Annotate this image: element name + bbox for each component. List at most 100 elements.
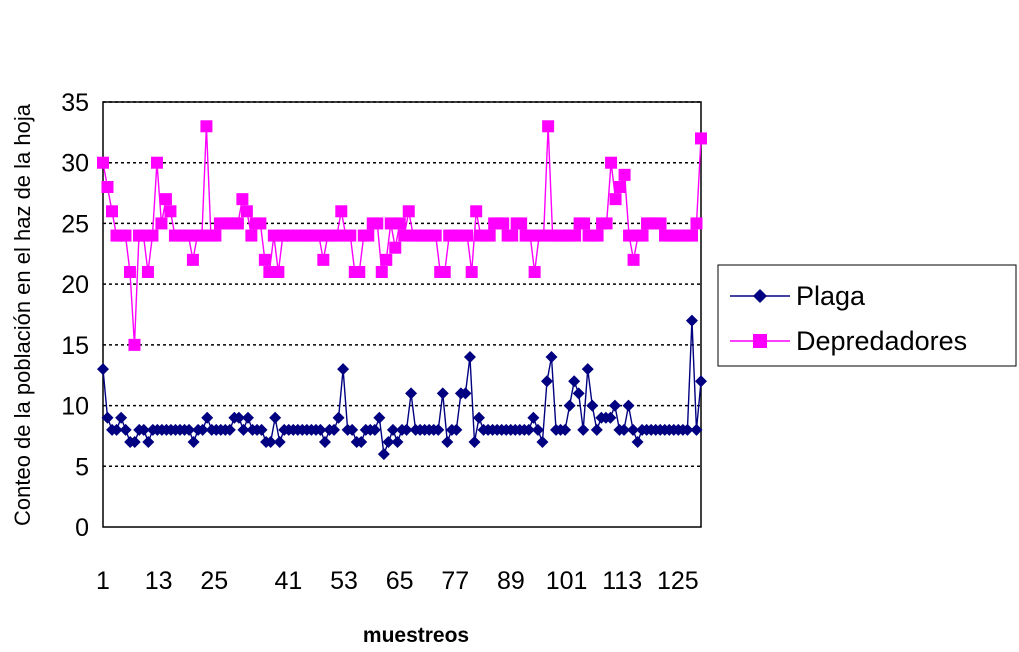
data-point-depredadores: [627, 253, 640, 266]
data-point-plaga: [391, 436, 404, 448]
data-point-depredadores: [605, 156, 618, 169]
data-point-plaga: [101, 411, 114, 424]
data-point-plaga: [522, 423, 535, 436]
x-tick-label: 13: [145, 567, 173, 595]
data-point-plaga: [695, 375, 707, 388]
data-point-depredadores: [429, 229, 442, 242]
data-point-plaga: [531, 423, 544, 436]
y-tick-label: 0: [75, 514, 89, 542]
x-tick-label: 53: [330, 567, 358, 595]
data-point-plaga: [237, 423, 250, 436]
data-point-depredadores: [258, 253, 271, 266]
x-tick-label: 113: [602, 567, 642, 595]
data-point-plaga: [590, 423, 603, 436]
x-tick-label: 41: [275, 567, 303, 595]
gridlines: [103, 101, 701, 468]
data-point-depredadores: [591, 229, 604, 242]
y-tick-label: 30: [61, 150, 89, 178]
data-point-plaga: [273, 436, 286, 448]
y-tick-label: 35: [61, 89, 89, 117]
data-point-plaga: [355, 436, 368, 448]
data-point-plaga: [97, 363, 109, 376]
x-tick-label: 125: [657, 567, 699, 595]
data-point-depredadores: [155, 217, 168, 230]
data-point-depredadores: [186, 253, 199, 266]
data-point-plaga: [318, 436, 331, 448]
data-point-depredadores: [465, 266, 478, 278]
data-point-depredadores: [389, 241, 402, 254]
legend-label-plaga: Plaga: [796, 281, 866, 311]
data-point-plaga: [386, 423, 399, 436]
data-point-depredadores: [654, 217, 667, 230]
data-point-plaga: [382, 436, 395, 448]
data-point-plaga: [337, 363, 350, 376]
data-point-depredadores: [609, 193, 622, 206]
y-tick-label: 20: [61, 271, 89, 299]
data-point-depredadores: [371, 217, 384, 230]
data-point-depredadores: [695, 132, 707, 145]
data-point-depredadores: [236, 193, 249, 206]
series-depredadores: [97, 120, 707, 351]
y-tick-label: 10: [61, 393, 89, 421]
data-point-plaga: [110, 423, 123, 436]
data-point-depredadores: [362, 229, 375, 242]
data-point-plaga: [450, 423, 463, 436]
data-point-depredadores: [438, 266, 451, 278]
data-point-depredadores: [497, 217, 510, 230]
data-point-plaga: [328, 423, 341, 436]
data-point-plaga: [115, 411, 128, 424]
data-point-plaga: [685, 314, 698, 327]
data-point-depredadores: [159, 193, 172, 206]
x-tick-label: 101: [546, 567, 588, 595]
data-point-depredadores: [600, 217, 613, 230]
data-point-depredadores: [231, 217, 244, 230]
data-point-plaga: [196, 423, 209, 436]
data-point-depredadores: [393, 217, 406, 230]
data-point-plaga: [463, 351, 476, 363]
data-point-depredadores: [245, 229, 258, 242]
data-point-plaga: [368, 423, 381, 436]
data-point-plaga: [572, 387, 585, 400]
data-point-depredadores: [128, 338, 141, 351]
x-tick-label: 89: [497, 567, 525, 595]
data-point-depredadores: [506, 229, 519, 242]
data-point-plaga: [540, 375, 553, 388]
x-tick-label: 65: [386, 567, 414, 595]
data-point-plaga: [545, 351, 558, 363]
y-tick-labels: 0 5 10 15 20 25 30 35: [61, 89, 89, 542]
data-point-plaga: [608, 399, 621, 412]
legend-label-depredadores: Depredadores: [796, 326, 967, 356]
data-point-plaga: [527, 411, 540, 424]
data-point-plaga: [332, 411, 345, 424]
data-point-plaga: [581, 363, 594, 376]
data-point-depredadores: [614, 181, 627, 193]
data-point-depredadores: [146, 229, 159, 242]
data-point-depredadores: [461, 229, 474, 242]
data-point-plaga: [473, 411, 486, 424]
data-point-plaga: [441, 436, 454, 448]
data-point-depredadores: [141, 266, 154, 278]
data-point-plaga: [586, 399, 599, 412]
data-point-depredadores: [380, 253, 393, 266]
legend-marker-depredadores: [753, 334, 767, 348]
data-point-plaga: [577, 423, 590, 436]
data-point-plaga: [405, 387, 418, 400]
data-point-plaga: [137, 423, 150, 436]
data-point-depredadores: [636, 229, 649, 242]
y-tick-label: 15: [61, 332, 89, 360]
data-point-depredadores: [528, 266, 541, 278]
data-point-depredadores: [353, 266, 366, 278]
data-point-plaga: [377, 448, 390, 461]
data-point-plaga: [119, 423, 132, 436]
plot-area-border: [102, 101, 702, 528]
data-point-depredadores: [164, 205, 177, 218]
data-point-plaga: [232, 411, 245, 424]
data-point-depredadores: [119, 229, 132, 242]
data-point-plaga: [183, 423, 196, 436]
y-tick-label: 25: [61, 210, 89, 238]
data-point-plaga: [269, 411, 282, 424]
data-point-depredadores: [254, 217, 267, 230]
data-point-depredadores: [344, 229, 357, 242]
data-point-plaga: [617, 423, 630, 436]
